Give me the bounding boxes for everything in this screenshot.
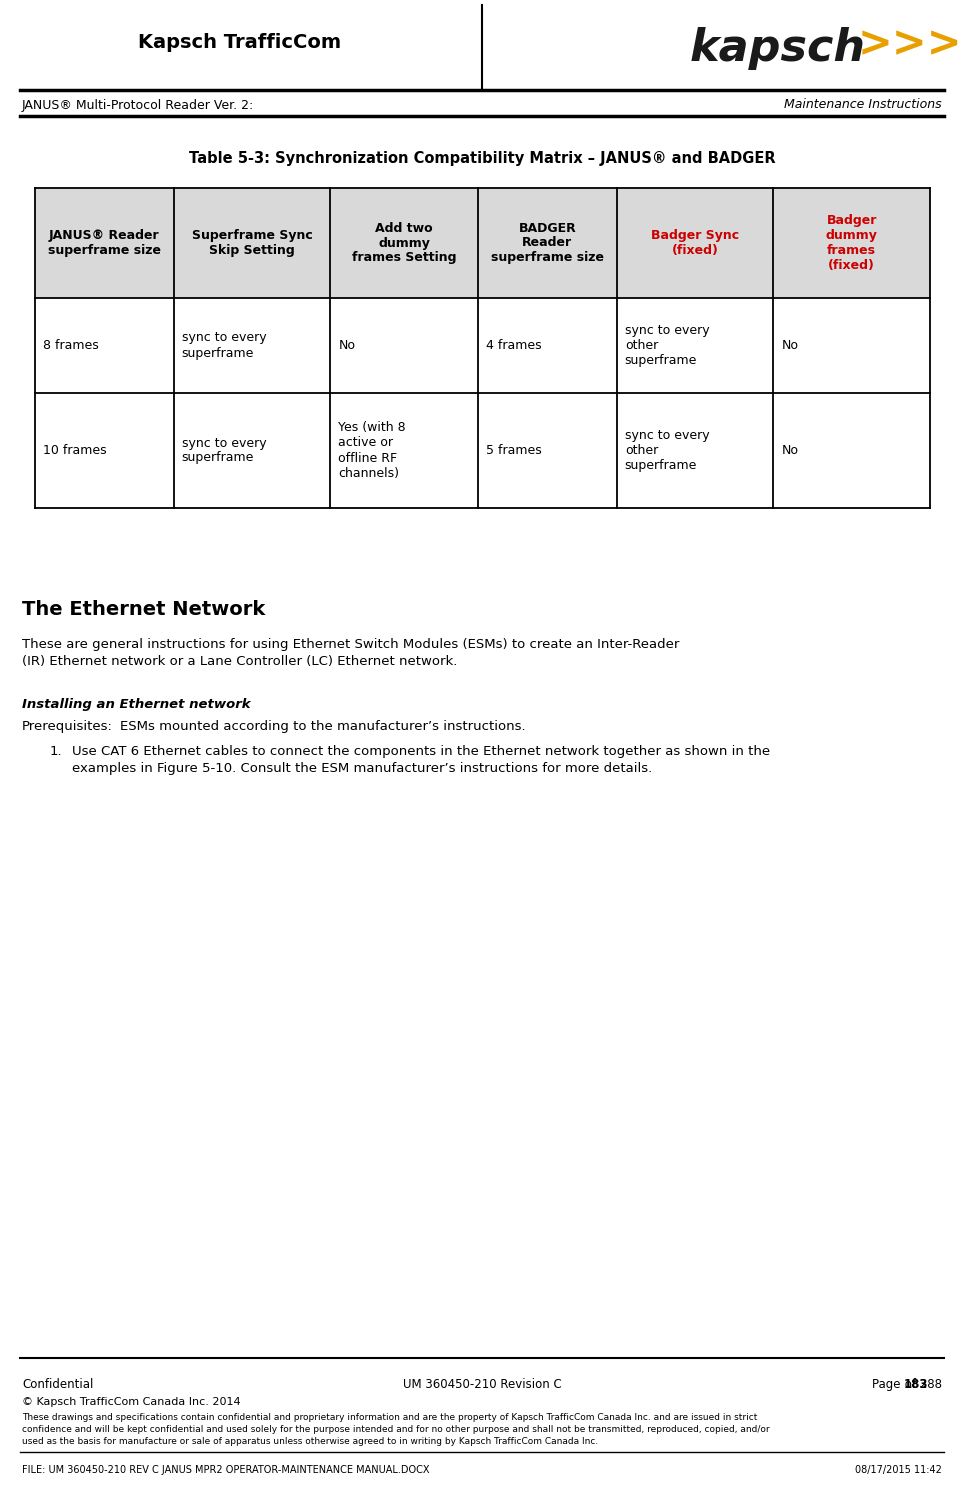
- Bar: [617, 188, 773, 299]
- Bar: [478, 188, 617, 299]
- Bar: [174, 393, 331, 508]
- Text: The Ethernet Network: The Ethernet Network: [22, 600, 265, 620]
- Bar: [331, 188, 478, 299]
- Text: These are general instructions for using Ethernet Switch Modules (ESMs) to creat: These are general instructions for using…: [22, 638, 680, 667]
- Text: Page: Page: [871, 1378, 904, 1391]
- Text: No: No: [338, 339, 356, 352]
- Text: Badger Sync
(fixed): Badger Sync (fixed): [651, 228, 739, 257]
- Text: No: No: [782, 339, 798, 352]
- Text: Badger
dummy
frames
(fixed): Badger dummy frames (fixed): [826, 213, 877, 272]
- Bar: [478, 393, 617, 508]
- Bar: [35, 188, 174, 299]
- Bar: [35, 299, 174, 393]
- Bar: [773, 393, 930, 508]
- Bar: [617, 299, 773, 393]
- Text: sync to every
superframe: sync to every superframe: [182, 436, 266, 464]
- Bar: [174, 299, 331, 393]
- Text: Yes (with 8
active or
offline RF
channels): Yes (with 8 active or offline RF channel…: [338, 421, 406, 479]
- Text: of 288: of 288: [901, 1378, 942, 1391]
- Text: No: No: [782, 443, 798, 457]
- Text: These drawings and specifications contain confidential and proprietary informati: These drawings and specifications contai…: [22, 1412, 769, 1445]
- Text: 08/17/2015 11:42: 08/17/2015 11:42: [855, 1465, 942, 1475]
- Text: 8 frames: 8 frames: [43, 339, 98, 352]
- Text: 4 frames: 4 frames: [486, 339, 542, 352]
- Text: 5 frames: 5 frames: [486, 443, 542, 457]
- Bar: [478, 299, 617, 393]
- Bar: [773, 188, 930, 299]
- Text: Kapsch TrafficCom: Kapsch TrafficCom: [139, 33, 341, 51]
- Bar: [174, 188, 331, 299]
- Text: >>>: >>>: [858, 22, 963, 66]
- Bar: [35, 393, 174, 508]
- Text: 1.: 1.: [50, 745, 63, 758]
- Text: 10 frames: 10 frames: [43, 443, 107, 457]
- Text: JANUS® Multi-Protocol Reader Ver. 2:: JANUS® Multi-Protocol Reader Ver. 2:: [22, 99, 254, 112]
- Bar: [617, 393, 773, 508]
- Text: sync to every
superframe: sync to every superframe: [182, 331, 266, 360]
- Text: sync to every
other
superframe: sync to every other superframe: [625, 324, 710, 367]
- Text: Confidential: Confidential: [22, 1378, 94, 1391]
- Text: Installing an Ethernet network: Installing an Ethernet network: [22, 699, 251, 711]
- Text: Add two
dummy
frames Setting: Add two dummy frames Setting: [352, 221, 456, 264]
- Text: Table 5-3: Synchronization Compatibility Matrix – JANUS® and BADGER: Table 5-3: Synchronization Compatibility…: [189, 151, 775, 166]
- Bar: [331, 393, 478, 508]
- Text: JANUS® Reader
superframe size: JANUS® Reader superframe size: [48, 228, 161, 257]
- Text: Prerequisites:: Prerequisites:: [22, 720, 113, 733]
- Text: 183: 183: [904, 1378, 928, 1391]
- Text: © Kapsch TrafficCom Canada Inc. 2014: © Kapsch TrafficCom Canada Inc. 2014: [22, 1397, 241, 1406]
- Bar: [331, 299, 478, 393]
- Text: Maintenance Instructions: Maintenance Instructions: [785, 99, 942, 112]
- Text: UM 360450-210 Revision C: UM 360450-210 Revision C: [403, 1378, 561, 1391]
- Bar: [773, 299, 930, 393]
- Text: Superframe Sync
Skip Setting: Superframe Sync Skip Setting: [192, 228, 312, 257]
- Text: Use CAT 6 Ethernet cables to connect the components in the Ethernet network toge: Use CAT 6 Ethernet cables to connect the…: [72, 745, 770, 775]
- Text: sync to every
other
superframe: sync to every other superframe: [625, 428, 710, 472]
- Text: kapsch: kapsch: [690, 27, 866, 70]
- Text: ESMs mounted according to the manufacturer’s instructions.: ESMs mounted according to the manufactur…: [120, 720, 525, 733]
- Text: BADGER
Reader
superframe size: BADGER Reader superframe size: [491, 221, 603, 264]
- Text: FILE: UM 360450-210 REV C JANUS MPR2 OPERATOR-MAINTENANCE MANUAL.DOCX: FILE: UM 360450-210 REV C JANUS MPR2 OPE…: [22, 1465, 430, 1475]
